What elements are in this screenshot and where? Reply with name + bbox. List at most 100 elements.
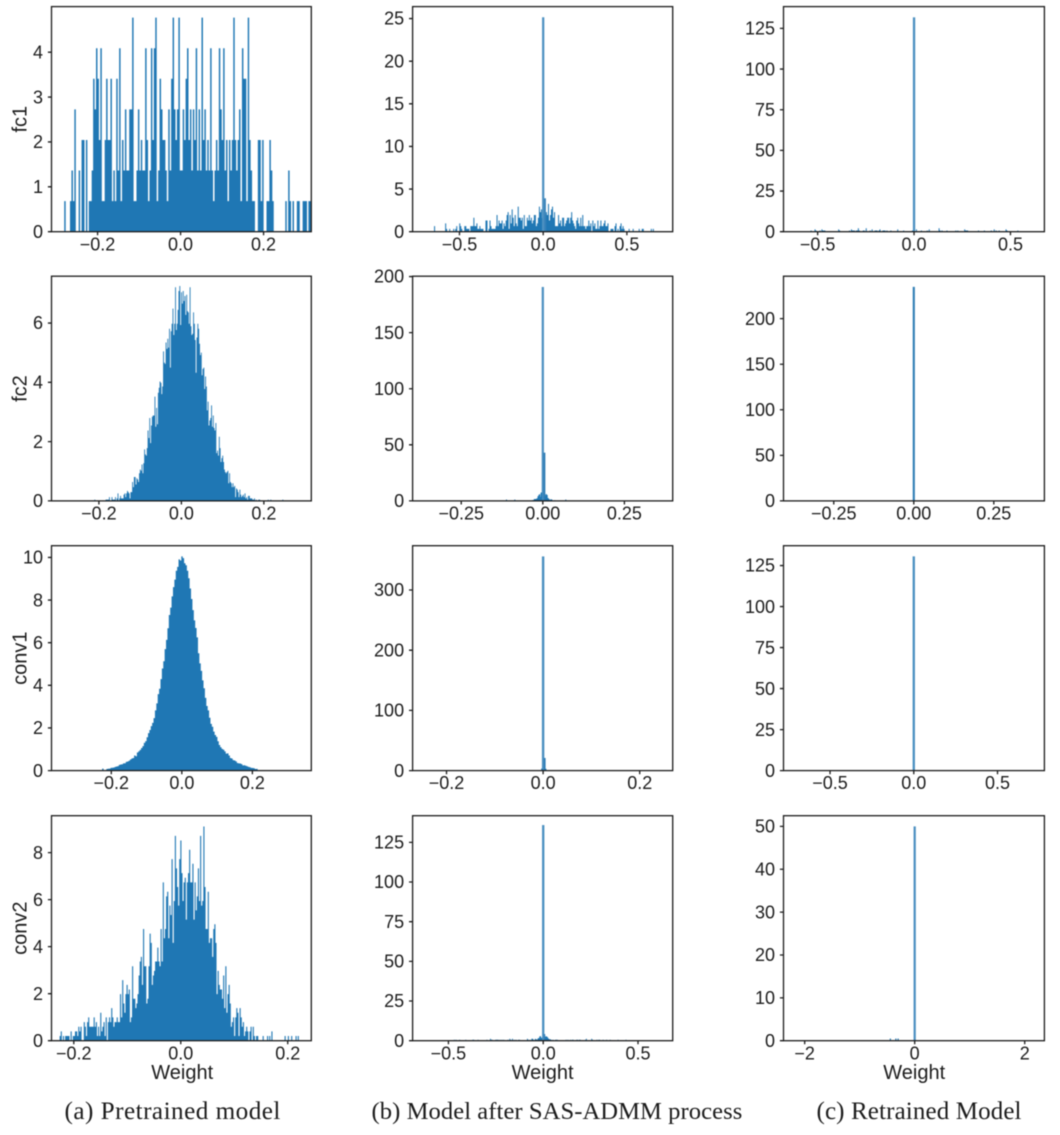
svg-text:200: 200 xyxy=(374,640,404,660)
svg-text:Weight: Weight xyxy=(883,1062,945,1084)
svg-text:2: 2 xyxy=(1020,1043,1030,1063)
svg-text:6: 6 xyxy=(33,633,43,653)
svg-text:100: 100 xyxy=(745,597,775,617)
svg-text:(c) Retrained Model: (c) Retrained Model xyxy=(817,1098,1022,1125)
svg-text:0: 0 xyxy=(765,1031,775,1051)
svg-text:150: 150 xyxy=(374,323,404,343)
svg-text:Weight: Weight xyxy=(151,1062,213,1084)
svg-text:−0.2: −0.2 xyxy=(80,234,116,254)
svg-text:1: 1 xyxy=(33,177,43,197)
svg-text:2: 2 xyxy=(33,132,43,152)
svg-text:15: 15 xyxy=(384,94,404,114)
svg-text:30: 30 xyxy=(755,902,775,922)
svg-text:20: 20 xyxy=(384,51,404,71)
svg-text:(a) Pretrained model: (a) Pretrained model xyxy=(65,1098,281,1125)
svg-text:0: 0 xyxy=(394,1031,404,1051)
svg-text:50: 50 xyxy=(755,817,775,837)
svg-text:0: 0 xyxy=(33,761,43,781)
svg-text:4: 4 xyxy=(33,937,43,957)
svg-text:0.00: 0.00 xyxy=(896,503,931,523)
svg-text:−0.5: −0.5 xyxy=(442,234,478,254)
svg-text:−2: −2 xyxy=(794,1043,815,1063)
svg-text:0.2: 0.2 xyxy=(275,1043,300,1063)
svg-text:−0.5: −0.5 xyxy=(812,773,848,793)
svg-text:−0.2: −0.2 xyxy=(94,773,130,793)
svg-text:200: 200 xyxy=(374,267,404,287)
svg-text:6: 6 xyxy=(33,313,43,333)
svg-text:0.0: 0.0 xyxy=(531,234,556,254)
svg-text:0.2: 0.2 xyxy=(240,773,265,793)
svg-text:0.00: 0.00 xyxy=(525,503,560,523)
svg-text:75: 75 xyxy=(755,100,775,120)
svg-text:fc2: fc2 xyxy=(10,375,32,402)
svg-text:100: 100 xyxy=(745,400,775,420)
svg-text:10: 10 xyxy=(23,548,43,568)
svg-text:0.0: 0.0 xyxy=(169,773,194,793)
svg-text:0: 0 xyxy=(33,491,43,511)
svg-text:4: 4 xyxy=(33,373,43,393)
svg-text:50: 50 xyxy=(384,952,404,972)
svg-text:0: 0 xyxy=(394,491,404,511)
svg-text:8: 8 xyxy=(33,590,43,610)
svg-text:0: 0 xyxy=(33,1031,43,1051)
svg-text:40: 40 xyxy=(755,859,775,879)
svg-text:0.2: 0.2 xyxy=(251,234,276,254)
svg-text:0.0: 0.0 xyxy=(531,1043,556,1063)
svg-text:300: 300 xyxy=(374,580,404,600)
svg-text:−0.5: −0.5 xyxy=(800,234,836,254)
svg-text:4: 4 xyxy=(33,676,43,696)
svg-text:25: 25 xyxy=(384,991,404,1011)
svg-text:100: 100 xyxy=(374,872,404,892)
svg-text:−0.2: −0.2 xyxy=(429,773,465,793)
svg-text:2: 2 xyxy=(33,984,43,1004)
svg-text:10: 10 xyxy=(384,137,404,157)
svg-text:125: 125 xyxy=(745,556,775,576)
svg-text:−0.2: −0.2 xyxy=(56,1043,92,1063)
svg-text:100: 100 xyxy=(374,701,404,721)
svg-text:fc1: fc1 xyxy=(10,106,32,133)
svg-text:0: 0 xyxy=(765,222,775,242)
svg-text:75: 75 xyxy=(755,638,775,658)
svg-text:0.2: 0.2 xyxy=(251,503,276,523)
svg-text:0.25: 0.25 xyxy=(607,503,642,523)
svg-text:2: 2 xyxy=(33,432,43,452)
svg-text:4: 4 xyxy=(33,42,43,62)
svg-text:0.0: 0.0 xyxy=(168,1043,193,1063)
svg-text:0.5: 0.5 xyxy=(985,773,1010,793)
svg-text:0.0: 0.0 xyxy=(168,234,193,254)
svg-text:Weight: Weight xyxy=(512,1062,574,1084)
svg-text:5: 5 xyxy=(394,179,404,199)
svg-text:100: 100 xyxy=(745,59,775,79)
svg-text:0.2: 0.2 xyxy=(627,773,652,793)
svg-text:2: 2 xyxy=(33,718,43,738)
svg-text:0.0: 0.0 xyxy=(169,503,194,523)
svg-text:0.5: 0.5 xyxy=(998,234,1023,254)
svg-text:25: 25 xyxy=(755,720,775,740)
svg-text:conv2: conv2 xyxy=(10,902,32,955)
svg-text:50: 50 xyxy=(384,435,404,455)
svg-text:−0.25: −0.25 xyxy=(438,503,484,523)
svg-text:50: 50 xyxy=(755,141,775,161)
svg-text:10: 10 xyxy=(755,988,775,1008)
svg-text:0.25: 0.25 xyxy=(976,503,1011,523)
svg-text:−0.2: −0.2 xyxy=(81,503,117,523)
svg-text:0: 0 xyxy=(394,222,404,242)
svg-text:50: 50 xyxy=(755,679,775,699)
svg-text:50: 50 xyxy=(755,446,775,466)
svg-text:3: 3 xyxy=(33,87,43,107)
svg-text:8: 8 xyxy=(33,843,43,863)
svg-text:25: 25 xyxy=(755,181,775,201)
svg-text:0: 0 xyxy=(765,761,775,781)
svg-text:conv1: conv1 xyxy=(10,631,32,684)
svg-text:125: 125 xyxy=(374,833,404,853)
svg-text:100: 100 xyxy=(374,379,404,399)
svg-text:−0.5: −0.5 xyxy=(431,1043,467,1063)
svg-text:125: 125 xyxy=(745,19,775,39)
svg-text:25: 25 xyxy=(384,9,404,29)
svg-text:6: 6 xyxy=(33,890,43,910)
svg-text:150: 150 xyxy=(745,354,775,374)
svg-text:0.5: 0.5 xyxy=(614,234,639,254)
svg-text:0.0: 0.0 xyxy=(531,773,556,793)
svg-text:0: 0 xyxy=(33,222,43,242)
svg-text:0.0: 0.0 xyxy=(901,773,926,793)
